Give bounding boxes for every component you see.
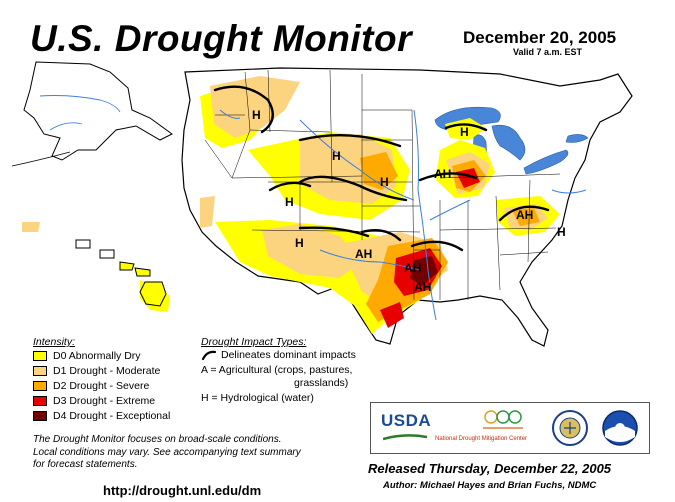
legend-item-d4: D4 Drought - Exceptional: [33, 409, 170, 422]
impact-agricultural: A = Agricultural (crops, pastures,: [201, 364, 353, 376]
alaska: [23, 61, 173, 161]
impact-agricultural-cont: grasslands): [294, 377, 349, 389]
commerce-seal-icon: [552, 410, 588, 446]
footnote-line: Local conditions may vary. See accompany…: [33, 446, 301, 458]
legend-item-d0: D0 Abnormally Dry: [33, 349, 141, 362]
aleutian-islands: [11, 151, 71, 167]
impact-line-icon: [201, 350, 217, 361]
d4-areas: [410, 256, 438, 286]
impact-label: H: [295, 236, 304, 250]
impact-label: AH: [355, 247, 372, 261]
website-url[interactable]: http://drought.unl.edu/dm: [103, 483, 262, 498]
impact-label: H: [557, 225, 566, 239]
impact-types-title: Drought Impact Types:: [201, 336, 307, 348]
noaa-logo-icon: [602, 410, 638, 446]
footnote-line: for forecast statements.: [33, 459, 138, 470]
impact-label: H: [460, 125, 469, 139]
legend-item-d2: D2 Drought - Severe: [33, 379, 149, 392]
d4-swatch: [33, 410, 47, 421]
d2-swatch: [33, 380, 47, 391]
impact-label: AH: [404, 261, 421, 275]
impact-label: AH: [414, 280, 431, 294]
d3-swatch: [33, 395, 47, 406]
footnote-line: The Drought Monitor focuses on broad-sca…: [33, 434, 282, 445]
impact-lines: [213, 85, 550, 252]
legend-label: D0 Abnormally Dry: [53, 349, 141, 362]
alaska-rivers: [39, 95, 121, 131]
footnote: The Drought Monitor focuses on broad-sca…: [33, 434, 363, 472]
legend-label: D3 Drought - Extreme: [53, 394, 156, 407]
usda-logo: USDA: [381, 411, 432, 430]
state-borders: [204, 69, 561, 301]
legend-label: D1 Drought - Moderate: [53, 364, 161, 377]
page-title: U.S. Drought Monitor: [30, 18, 412, 59]
partner-logos: USDA National Drought Mitigation Center: [370, 402, 650, 454]
ndmc-logo-text: National Drought Mitigation Center: [435, 436, 528, 442]
drought-map: H H H H AH H AH H AH AH AH H: [11, 61, 633, 347]
legend-label: D4 Drought - Exceptional: [53, 409, 171, 422]
impact-line-desc: Delineates dominant impacts: [221, 349, 356, 361]
impact-label: H: [252, 108, 261, 122]
impact-hydrological: H = Hydrological (water): [201, 392, 314, 404]
authors: Author: Michael Hayes and Brian Fuchs, N…: [383, 480, 597, 491]
d1-swatch: [33, 365, 47, 376]
legend-item-d1: D1 Drought - Moderate: [33, 364, 160, 377]
map-date: December 20, 2005: [463, 28, 617, 47]
usda-swoosh: [383, 434, 427, 441]
legend-label: D2 Drought - Severe: [53, 379, 150, 392]
impact-label: H: [332, 149, 341, 163]
valid-time: Valid 7 a.m. EST: [513, 47, 583, 57]
legend-item-d3: D3 Drought - Extreme: [33, 394, 155, 407]
legend-title: Intensity:: [33, 336, 76, 348]
impact-label: H: [285, 195, 294, 209]
release-date: Released Thursday, December 22, 2005: [368, 461, 612, 476]
impact-label: H: [380, 175, 389, 189]
impact-label: AH: [516, 208, 533, 222]
ndmc-trees-icon: [483, 410, 523, 429]
d0-swatch: [33, 350, 47, 361]
hawaii: [75, 239, 167, 307]
impact-label: AH: [434, 167, 451, 181]
